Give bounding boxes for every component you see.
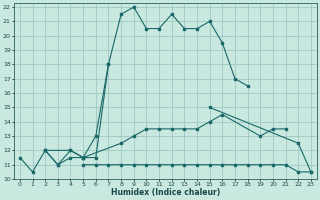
X-axis label: Humidex (Indice chaleur): Humidex (Indice chaleur) — [111, 188, 220, 197]
